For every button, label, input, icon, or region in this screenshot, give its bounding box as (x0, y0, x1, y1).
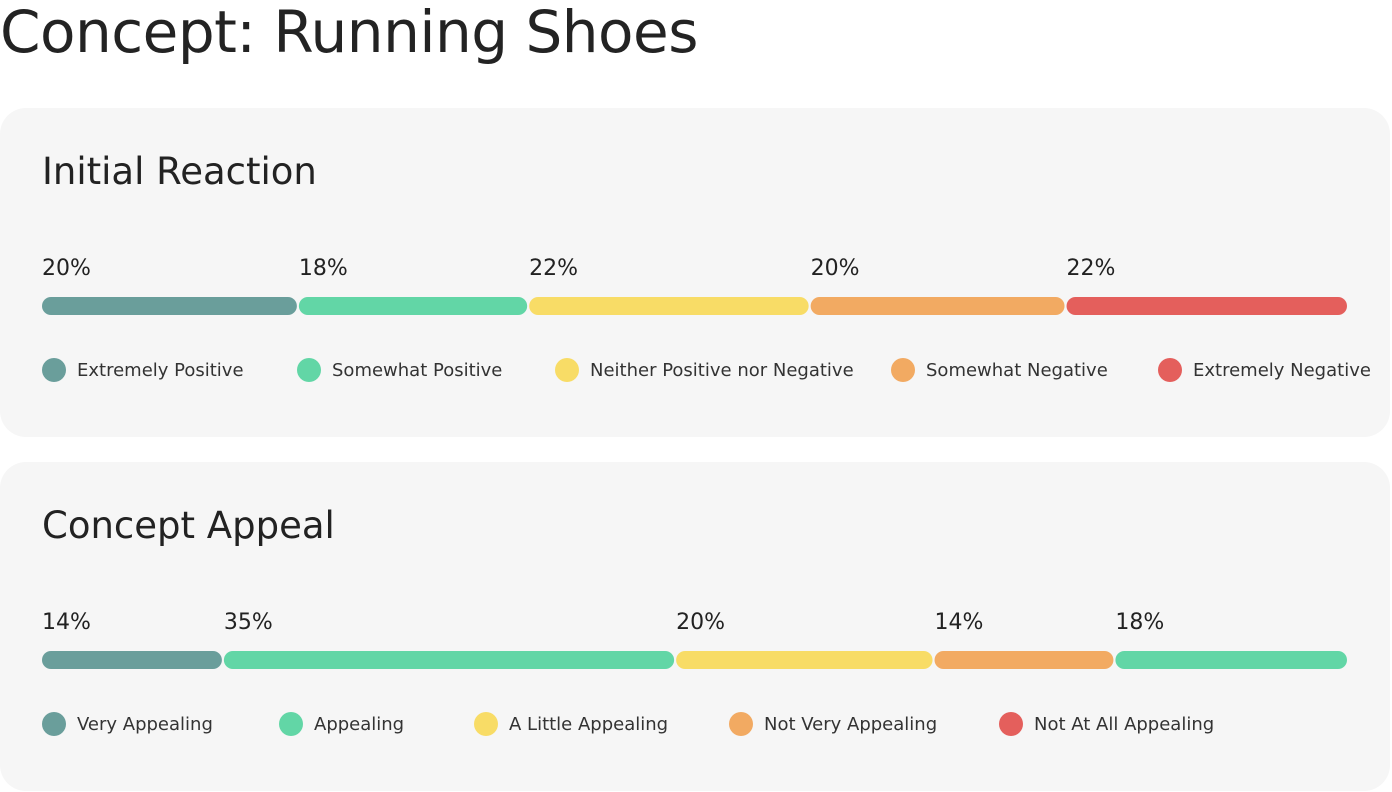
legend-swatch-neither-positive-nor-negative (555, 358, 579, 382)
bar-segment-not-very-appealing (934, 651, 1114, 669)
legend-label-not-at-all-appealing: Not At All Appealing (1034, 713, 1215, 735)
value-label-very-appealing: 14% (42, 610, 91, 635)
legend-swatch-a-little-appealing (474, 712, 498, 736)
concept-appeal-title: Concept Appeal (42, 504, 335, 547)
legend-swatch-very-appealing (42, 712, 66, 736)
value-label-not-very-appealing: 14% (935, 610, 984, 635)
legend-swatch-somewhat-negative (891, 358, 915, 382)
page-title: Concept: Running Shoes (0, 0, 698, 66)
value-label-appealing: 35% (224, 610, 273, 635)
value-label-neither-positive-nor-negative: 22% (529, 256, 578, 281)
legend-swatch-not-at-all-appealing (999, 712, 1023, 736)
legend-label-appealing: Appealing (314, 713, 405, 735)
legend-item-extremely-positive: Extremely Positive (42, 355, 244, 385)
legend-label-very-appealing: Very Appealing (77, 713, 213, 735)
legend-swatch-somewhat-positive (297, 358, 321, 382)
legend-item-not-at-all-appealing: Not At All Appealing (999, 709, 1214, 739)
legend-swatch-not-very-appealing (729, 712, 753, 736)
bar-segment-very-appealing (42, 651, 222, 669)
bar-segment-somewhat-positive (298, 297, 528, 315)
initial-reaction-legend: Extremely Positive Somewhat Positive Neith… (0, 355, 1390, 385)
bar-segment-neither-positive-nor-negative (529, 297, 809, 315)
legend-item-not-very-appealing: Not Very Appealing (729, 709, 937, 739)
legend-label-somewhat-negative: Somewhat Negative (926, 359, 1108, 381)
concept-appeal-legend: Very Appealing Appealing A Little Appealin… (0, 709, 1390, 739)
legend-item-very-appealing: Very Appealing (42, 709, 213, 739)
legend-label-a-little-appealing: A Little Appealing (509, 713, 669, 735)
legend-label-extremely-positive: Extremely Positive (77, 359, 244, 381)
value-label-extremely-positive: 20% (42, 256, 91, 281)
legend-swatch-extremely-negative (1158, 358, 1182, 382)
legend-label-not-very-appealing: Not Very Appealing (764, 713, 938, 735)
value-label-not-at-all-appealing: 18% (1115, 610, 1164, 635)
legend-label-neither-positive-nor-negative: Neither Positive nor Negative (590, 359, 854, 381)
legend-item-somewhat-negative: Somewhat Negative (891, 355, 1108, 385)
legend-label-extremely-negative: Extremely Negative (1193, 359, 1371, 381)
bar-segment-extremely-positive (42, 297, 297, 315)
value-label-somewhat-negative: 20% (811, 256, 860, 281)
bar-segment-a-little-appealing (676, 651, 933, 669)
bar-segment-somewhat-negative (810, 297, 1065, 315)
initial-reaction-bar-chart: 20% 18% 22% 20% 22% (42, 256, 1347, 315)
value-label-a-little-appealing: 20% (676, 610, 725, 635)
value-label-extremely-negative: 22% (1067, 256, 1116, 281)
legend-item-appealing: Appealing (279, 709, 404, 739)
legend-item-neither-positive-nor-negative: Neither Positive nor Negative (555, 355, 854, 385)
legend-swatch-extremely-positive (42, 358, 66, 382)
value-label-somewhat-positive: 18% (299, 256, 348, 281)
legend-swatch-appealing (279, 712, 303, 736)
legend-item-a-little-appealing: A Little Appealing (474, 709, 668, 739)
legend-item-somewhat-positive: Somewhat Positive (297, 355, 502, 385)
bar-segment-not-at-all-appealing (1115, 651, 1347, 669)
bar-segment-extremely-negative (1066, 297, 1347, 315)
initial-reaction-title: Initial Reaction (42, 150, 317, 193)
bar-segment-appealing (223, 651, 675, 669)
initial-reaction-card: Initial Reaction 20% 18% 22% 20% 22% Extreme… (0, 108, 1390, 437)
legend-label-somewhat-positive: Somewhat Positive (332, 359, 503, 381)
legend-item-extremely-negative: Extremely Negative (1158, 355, 1371, 385)
concept-appeal-card: Concept Appeal 14% 35% 20% 14% 18% Very Appe… (0, 462, 1390, 791)
concept-appeal-bar-chart: 14% 35% 20% 14% 18% (42, 610, 1347, 669)
